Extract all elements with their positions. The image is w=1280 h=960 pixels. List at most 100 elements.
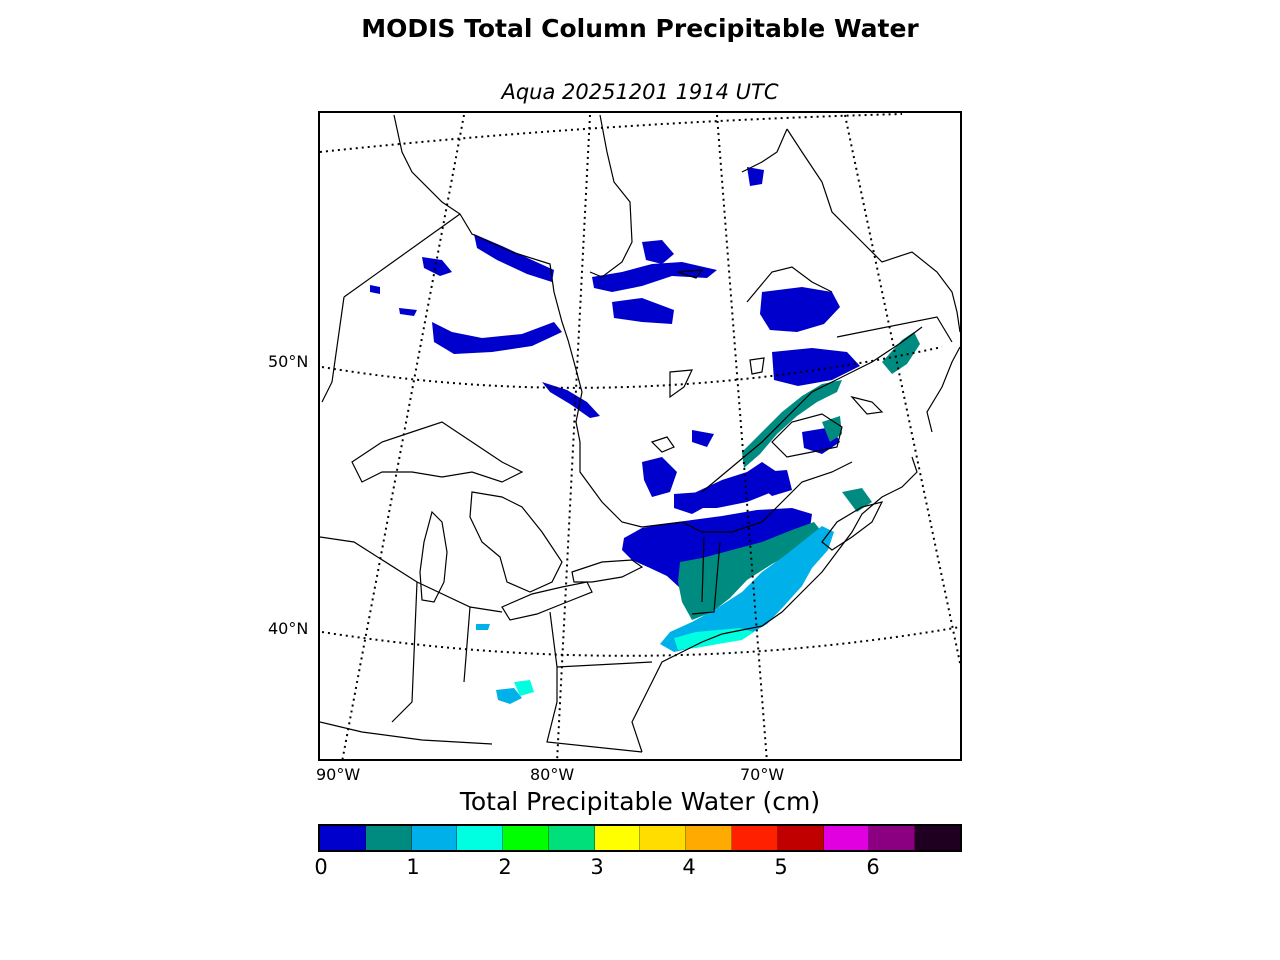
parallel-line	[321, 626, 960, 657]
precip-patch	[772, 348, 860, 386]
colorbar-tick: 0	[314, 855, 328, 879]
border-line	[391, 581, 418, 723]
colorbar-segment	[320, 826, 366, 850]
coastline	[701, 326, 923, 493]
precip-patch	[474, 234, 554, 282]
border-line	[343, 213, 461, 298]
coastlines	[320, 114, 960, 753]
colorbar-segment	[457, 826, 504, 850]
precip-patch	[399, 308, 417, 316]
border-line	[701, 536, 705, 603]
colorbar-segment	[777, 826, 824, 850]
meridian-line	[556, 114, 591, 759]
colorbar-segment	[869, 826, 916, 850]
coastline	[926, 346, 960, 433]
precip-patch	[542, 382, 600, 418]
precip-patch	[432, 322, 562, 354]
precip-patch	[692, 462, 777, 508]
meridian-line	[716, 114, 768, 759]
border-line	[641, 461, 853, 533]
graticule	[320, 113, 960, 759]
parallel-line	[320, 113, 903, 153]
colorbar-segment	[823, 826, 870, 850]
colorbar-tick: 3	[590, 855, 604, 879]
map-panel	[318, 111, 962, 761]
colorbar-segment	[365, 826, 412, 850]
coastline	[786, 128, 960, 333]
colorbar-tick: 1	[406, 855, 420, 879]
border-line	[546, 667, 643, 753]
precip-patch	[692, 430, 714, 447]
coastline	[589, 114, 633, 278]
border-line	[691, 541, 721, 615]
colorbar	[318, 824, 962, 852]
colorbar-segment	[915, 826, 960, 850]
lat-label-50n: 50°N	[268, 352, 309, 371]
coastline	[821, 501, 884, 551]
precip-patch	[760, 287, 840, 332]
border-line	[579, 442, 643, 528]
coastline	[393, 114, 583, 443]
lake-huron	[469, 491, 563, 593]
chart-subtitle: Aqua 20251201 1914 UTC	[501, 80, 779, 104]
colorbar-segment	[732, 826, 778, 850]
parallel-line	[321, 346, 943, 389]
precip-patch	[882, 332, 920, 374]
lake-erie	[501, 581, 593, 621]
lon-label-70w: 70°W	[740, 765, 785, 784]
lake-superior	[351, 421, 524, 483]
colorbar-segment	[594, 826, 641, 850]
meridian-line	[844, 114, 960, 668]
colorbar-tick: 6	[866, 855, 880, 879]
precip-patch	[742, 380, 842, 468]
coastline	[631, 456, 918, 753]
border-line	[320, 721, 493, 745]
meridian-line	[341, 114, 465, 759]
border-line	[549, 611, 653, 668]
coastline	[771, 413, 843, 458]
precip-patch	[678, 522, 822, 620]
colorbar-segment	[686, 826, 733, 850]
colorbar-segment	[548, 826, 595, 850]
colorbar-segment	[640, 826, 687, 850]
precip-patch	[642, 457, 677, 497]
precip-patch	[496, 688, 522, 704]
precip-patch	[622, 508, 812, 594]
precip-patch	[514, 680, 534, 696]
precip-patch	[592, 262, 717, 292]
precip-patch	[612, 298, 674, 324]
lon-label-90w: 90°W	[316, 765, 361, 784]
lon-label-80w: 80°W	[530, 765, 575, 784]
precip-patch	[422, 257, 452, 276]
chart-title: MODIS Total Column Precipitable Water	[361, 14, 919, 43]
precip-patch	[660, 526, 834, 652]
precip-patch	[476, 624, 490, 630]
precip-patch	[842, 488, 872, 512]
precip-field	[370, 167, 920, 704]
border-line	[836, 316, 953, 343]
lake	[677, 269, 704, 279]
lake	[669, 369, 693, 399]
precip-patch	[370, 285, 380, 294]
lake	[650, 436, 675, 453]
colorbar-title: Total Precipitable Water (cm)	[459, 787, 821, 816]
colorbar-segment	[411, 826, 458, 850]
colorbar-segment	[503, 826, 549, 850]
colorbar-tick: 5	[774, 855, 788, 879]
border-line	[321, 296, 345, 403]
lat-label-40n: 40°N	[268, 619, 309, 638]
colorbar-tick: 2	[498, 855, 512, 879]
precip-patch	[822, 416, 842, 442]
border-line	[320, 536, 503, 613]
coastline	[746, 266, 833, 303]
coastline	[741, 128, 788, 173]
coastline	[850, 395, 884, 415]
border-line	[463, 606, 471, 683]
lake	[749, 357, 765, 375]
colorbar-tick: 4	[682, 855, 696, 879]
precip-patch	[674, 628, 754, 650]
lake-michigan	[419, 510, 448, 603]
lake-ontario	[571, 559, 644, 583]
precip-patch	[747, 167, 764, 186]
precip-patch	[642, 240, 674, 264]
